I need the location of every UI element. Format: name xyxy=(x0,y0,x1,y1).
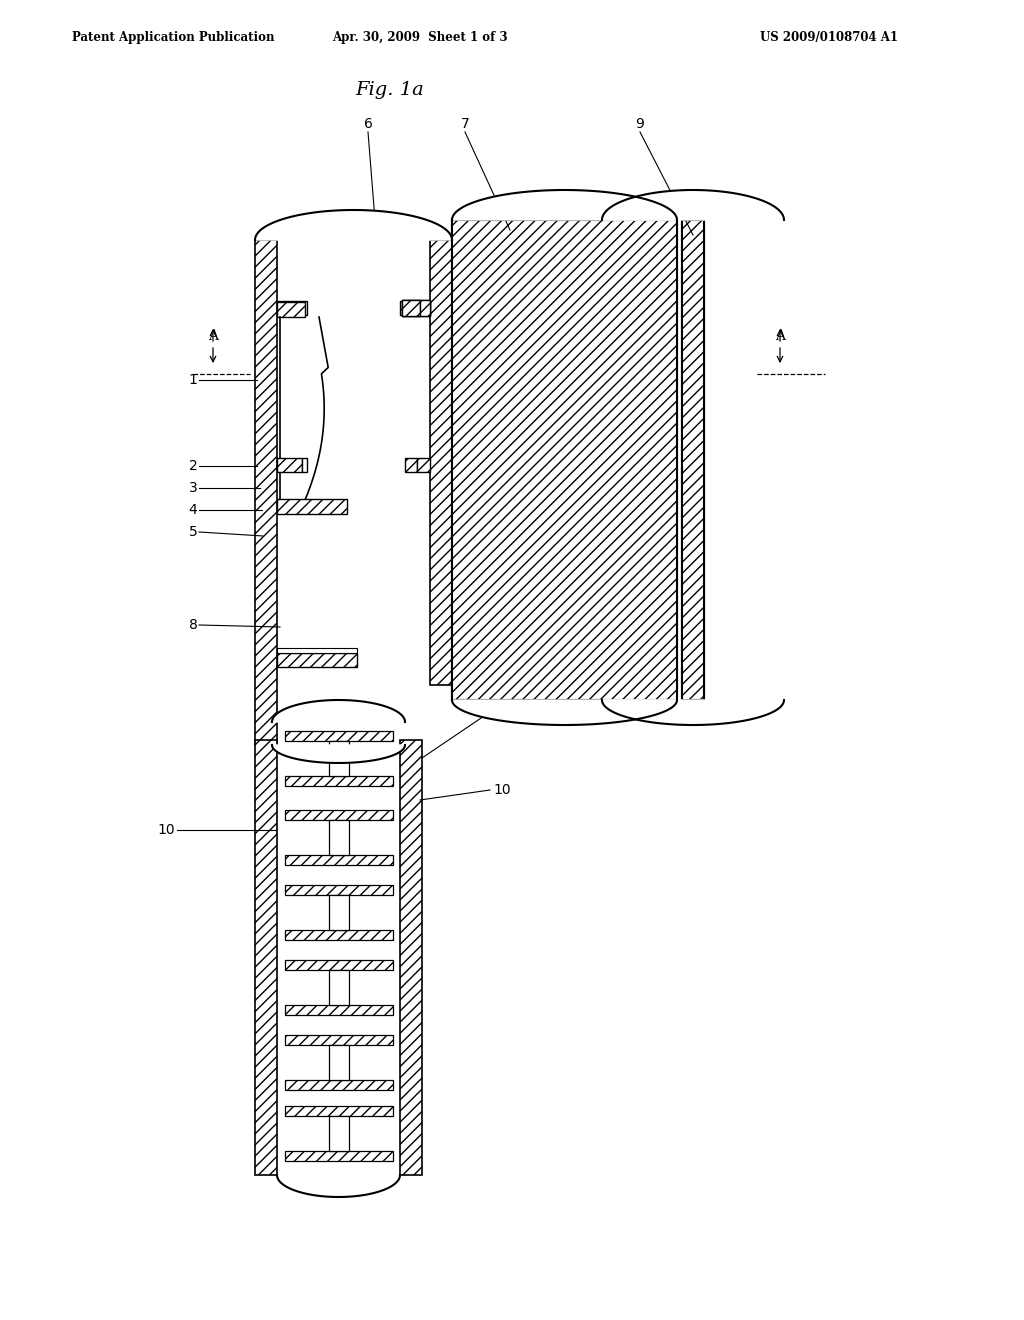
Bar xyxy=(285,884,392,895)
Polygon shape xyxy=(452,700,677,725)
Polygon shape xyxy=(272,744,406,763)
Bar xyxy=(452,220,677,700)
Text: 2: 2 xyxy=(188,459,198,473)
Bar xyxy=(417,458,430,473)
Text: 8: 8 xyxy=(188,618,198,632)
Bar xyxy=(285,1106,392,1115)
Text: 4: 4 xyxy=(188,503,198,517)
Bar xyxy=(329,741,348,776)
Text: US 2009/0108704 A1: US 2009/0108704 A1 xyxy=(760,32,898,45)
Bar xyxy=(285,1080,392,1089)
Bar xyxy=(285,730,392,741)
Polygon shape xyxy=(280,317,329,500)
Bar xyxy=(682,220,705,700)
Bar xyxy=(329,969,348,1005)
Bar xyxy=(452,220,677,700)
Text: 5: 5 xyxy=(188,525,198,539)
Bar xyxy=(329,895,348,929)
Bar xyxy=(285,960,392,969)
Text: 10: 10 xyxy=(493,705,511,719)
Bar xyxy=(302,458,307,473)
Bar xyxy=(285,1035,392,1044)
Text: 10: 10 xyxy=(158,822,175,837)
Text: Patent Application Publication: Patent Application Publication xyxy=(72,32,274,45)
Bar xyxy=(278,458,302,473)
Bar xyxy=(402,300,420,315)
Bar xyxy=(278,302,305,317)
Bar xyxy=(430,240,452,685)
Text: 1: 1 xyxy=(188,374,198,387)
Bar xyxy=(302,301,307,315)
Bar xyxy=(682,220,705,700)
Polygon shape xyxy=(452,190,677,220)
Bar xyxy=(329,1044,348,1080)
Text: A: A xyxy=(775,329,785,343)
Bar xyxy=(415,301,430,315)
Bar xyxy=(278,653,357,667)
Text: 10: 10 xyxy=(493,783,511,797)
Text: 6: 6 xyxy=(364,117,373,131)
Bar xyxy=(285,1151,392,1160)
Bar xyxy=(255,741,278,1175)
Bar xyxy=(285,809,392,820)
Bar xyxy=(285,854,392,865)
Bar xyxy=(285,776,392,785)
Bar xyxy=(285,929,392,940)
Polygon shape xyxy=(602,700,784,725)
Text: Apr. 30, 2009  Sheet 1 of 3: Apr. 30, 2009 Sheet 1 of 3 xyxy=(332,32,508,45)
Text: A: A xyxy=(208,329,218,343)
Bar xyxy=(278,301,302,315)
Polygon shape xyxy=(272,700,406,722)
Bar xyxy=(402,300,430,315)
Polygon shape xyxy=(278,1175,400,1197)
Bar xyxy=(406,458,417,473)
Bar xyxy=(400,741,422,1175)
Bar xyxy=(400,301,415,315)
Polygon shape xyxy=(602,190,784,220)
Text: 9: 9 xyxy=(636,117,644,131)
Bar xyxy=(402,300,420,315)
Bar xyxy=(278,499,347,513)
Bar xyxy=(285,1005,392,1015)
Bar xyxy=(329,820,348,854)
Text: 3: 3 xyxy=(188,480,198,495)
Polygon shape xyxy=(255,210,452,240)
Bar xyxy=(420,300,430,315)
Text: 7: 7 xyxy=(461,117,469,131)
Bar xyxy=(278,648,357,653)
Bar xyxy=(255,240,278,744)
Bar xyxy=(329,1115,348,1151)
Text: Fig. 1a: Fig. 1a xyxy=(355,81,424,99)
